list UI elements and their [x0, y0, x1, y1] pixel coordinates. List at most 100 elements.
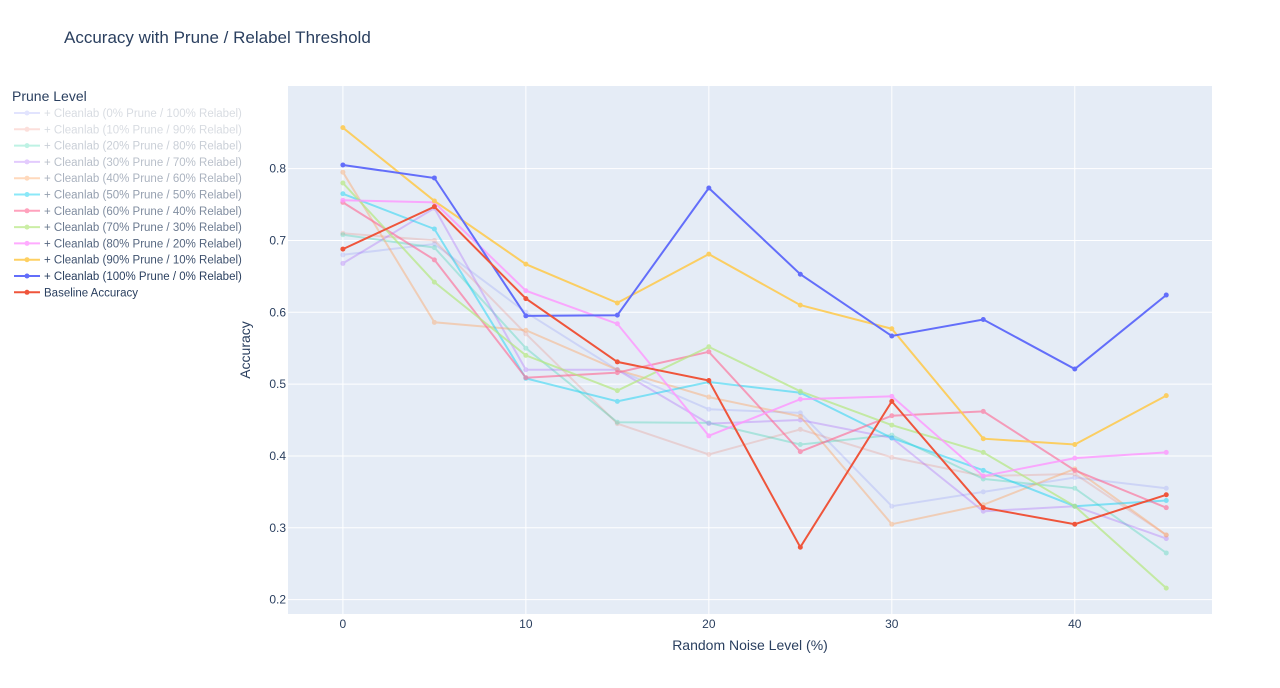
legend-item[interactable]: + Cleanlab (40% Prune / 60% Relabel) — [14, 173, 242, 185]
data-point — [523, 261, 529, 267]
data-point — [797, 413, 803, 419]
legend-label: + Cleanlab (20% Prune / 80% Relabel) — [44, 141, 242, 153]
data-point — [980, 505, 986, 511]
y-tick-label: 0.4 — [269, 449, 286, 463]
legend-swatch-marker — [24, 143, 30, 149]
legend[interactable]: Prune Level + Cleanlab (0% Prune / 100% … — [12, 88, 242, 299]
legend-swatch-marker — [24, 159, 30, 165]
data-point — [340, 180, 346, 186]
legend-item[interactable]: + Cleanlab (30% Prune / 70% Relabel) — [14, 157, 242, 169]
data-point — [431, 198, 437, 204]
legend-label: + Cleanlab (60% Prune / 40% Relabel) — [44, 206, 242, 218]
data-point — [889, 393, 895, 399]
series-10 — [340, 162, 1169, 372]
x-tick-label: 40 — [1068, 617, 1082, 631]
legend-label: + Cleanlab (50% Prune / 50% Relabel) — [44, 190, 242, 202]
legend-item[interactable]: + Cleanlab (0% Prune / 100% Relabel) — [14, 108, 242, 120]
data-point — [431, 279, 437, 285]
data-point — [523, 313, 529, 319]
data-point — [523, 327, 529, 333]
legend-swatch-marker — [24, 289, 30, 295]
legend-item[interactable]: + Cleanlab (10% Prune / 90% Relabel) — [14, 124, 242, 136]
legend-swatch-marker — [24, 110, 30, 116]
legend-label: + Cleanlab (40% Prune / 60% Relabel) — [44, 173, 242, 185]
data-point — [1163, 292, 1169, 298]
legend-item[interactable]: + Cleanlab (20% Prune / 80% Relabel) — [14, 141, 242, 153]
data-point — [980, 489, 986, 495]
series-line — [342, 242, 1167, 508]
data-point — [431, 257, 437, 263]
data-point — [706, 344, 712, 350]
legend-item[interactable]: + Cleanlab (80% Prune / 20% Relabel) — [14, 238, 242, 250]
data-point — [614, 359, 620, 365]
data-point — [614, 388, 620, 394]
legend-items[interactable]: + Cleanlab (0% Prune / 100% Relabel) + Cl… — [14, 108, 242, 299]
data-point — [797, 441, 803, 447]
data-point — [980, 508, 986, 514]
chart-title: Accuracy with Prune / Relabel Threshold — [64, 28, 371, 47]
data-point — [431, 204, 437, 210]
data-point — [1072, 485, 1078, 491]
x-tick-label: 30 — [885, 617, 899, 631]
data-point — [614, 300, 620, 306]
data-point — [1163, 393, 1169, 399]
series-line — [342, 171, 1167, 536]
data-point — [614, 370, 620, 376]
data-point — [340, 230, 346, 236]
legend-swatch-marker — [24, 208, 30, 214]
data-point — [431, 319, 437, 325]
legend-label: Baseline Accuracy — [44, 287, 138, 299]
data-point — [340, 260, 346, 266]
legend-item[interactable]: + Cleanlab (100% Prune / 0% Relabel) — [14, 271, 242, 283]
data-point — [1163, 505, 1169, 511]
legend-item[interactable]: + Cleanlab (60% Prune / 40% Relabel) — [14, 206, 242, 218]
data-point — [1163, 492, 1169, 498]
data-point — [1163, 550, 1169, 556]
legend-swatch-marker — [24, 192, 30, 197]
data-point — [797, 271, 803, 277]
data-point — [614, 312, 620, 318]
y-axis-label: Accuracy — [237, 321, 253, 379]
data-point — [980, 316, 986, 322]
data-point — [797, 302, 803, 308]
data-point — [889, 521, 895, 527]
legend-label: + Cleanlab (0% Prune / 100% Relabel) — [44, 108, 242, 120]
data-point — [797, 426, 803, 432]
series-line — [342, 182, 1167, 589]
data-point — [523, 288, 529, 294]
data-point — [706, 421, 712, 427]
plot-area — [288, 86, 1212, 614]
data-point — [1163, 449, 1169, 455]
data-point — [980, 436, 986, 442]
data-point — [431, 245, 437, 251]
tick-labels: 0.2 0.3 0.4 0.5 0.6 0.7 0.8 0 10 20 30 40 — [269, 162, 1081, 631]
x-tick-label: 0 — [340, 617, 347, 631]
legend-item[interactable]: + Cleanlab (90% Prune / 10% Relabel) — [14, 255, 242, 267]
data-point — [340, 191, 346, 197]
series-1 — [340, 230, 1169, 538]
legend-label: + Cleanlab (70% Prune / 30% Relabel) — [44, 222, 242, 234]
legend-label: + Cleanlab (100% Prune / 0% Relabel) — [44, 271, 242, 283]
data-point — [706, 349, 712, 355]
data-point — [980, 473, 986, 479]
data-point — [797, 410, 803, 416]
legend-swatch-marker — [24, 224, 30, 230]
data-point — [523, 367, 529, 373]
series-layer — [340, 125, 1169, 591]
data-point — [889, 333, 895, 339]
data-point — [980, 449, 986, 455]
data-point — [1072, 521, 1078, 527]
data-point — [889, 435, 895, 441]
legend-label: + Cleanlab (80% Prune / 20% Relabel) — [44, 238, 242, 250]
legend-label: + Cleanlab (90% Prune / 10% Relabel) — [44, 255, 242, 267]
legend-item[interactable]: + Cleanlab (70% Prune / 30% Relabel) — [14, 222, 242, 234]
data-point — [523, 352, 529, 358]
legend-item[interactable]: + Cleanlab (50% Prune / 50% Relabel) — [14, 190, 242, 202]
data-point — [706, 251, 712, 257]
data-point — [797, 388, 803, 394]
legend-title: Prune Level — [12, 88, 87, 104]
data-point — [1072, 467, 1078, 473]
legend-item[interactable]: Baseline Accuracy — [14, 287, 138, 299]
data-point — [431, 237, 437, 243]
data-point — [340, 246, 346, 252]
